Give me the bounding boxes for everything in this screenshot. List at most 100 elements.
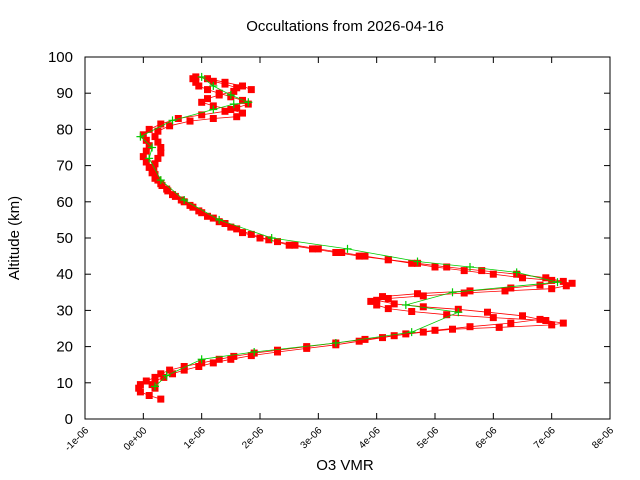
data-point [536, 281, 544, 289]
data-point [145, 154, 154, 163]
data-point [303, 344, 311, 352]
data-point [338, 249, 346, 256]
data-point [221, 80, 229, 88]
data-point [171, 192, 179, 200]
data-point [449, 325, 456, 333]
data-point [227, 223, 235, 231]
data-point [197, 355, 206, 364]
data-point [168, 116, 177, 125]
data-point [150, 165, 158, 173]
data-point [466, 323, 474, 331]
data-point [209, 105, 218, 114]
data-point [484, 308, 491, 316]
data-point [192, 73, 200, 81]
plot-series [135, 72, 576, 403]
data-point [443, 263, 451, 271]
y-axis-label: Altitude (km) [6, 196, 23, 280]
data-point [195, 82, 203, 90]
y-tick-label: 70 [56, 158, 73, 175]
data-point [226, 91, 235, 100]
data-point [151, 377, 159, 385]
data-point [215, 91, 223, 99]
data-point [419, 303, 427, 311]
data-point [154, 127, 162, 135]
data-point [379, 334, 386, 342]
data-point [135, 384, 143, 392]
data-point [331, 338, 340, 347]
data-point [148, 381, 156, 389]
data-point [256, 234, 264, 242]
data-point [145, 125, 153, 133]
y-tick-label: 40 [56, 266, 73, 283]
data-point [145, 142, 153, 150]
data-point [247, 352, 255, 360]
data-point [443, 311, 451, 319]
data-point [198, 209, 206, 217]
data-point [215, 215, 224, 224]
data-point [373, 296, 381, 304]
data-point [192, 78, 200, 86]
data-point [160, 373, 168, 381]
data-point [204, 75, 211, 83]
data-point [373, 301, 381, 309]
data-point [180, 366, 188, 374]
data-point [227, 106, 235, 113]
data-point [568, 279, 576, 287]
y-tick-label: 10 [56, 375, 73, 392]
data-point [361, 335, 369, 343]
data-point [148, 143, 157, 152]
data-point [553, 278, 562, 287]
data-point [419, 292, 427, 300]
data-point [189, 203, 197, 211]
data-point [151, 373, 159, 381]
plot-frame [84, 56, 611, 420]
data-point [478, 267, 486, 275]
data-point [197, 72, 206, 81]
data-point [274, 348, 281, 356]
data-point [408, 259, 416, 267]
data-point [154, 138, 162, 146]
data-point [390, 300, 398, 308]
data-point [314, 245, 322, 253]
data-point [244, 98, 253, 107]
y-tick-label: 50 [56, 230, 73, 247]
data-point [489, 270, 497, 278]
data-point [291, 241, 299, 249]
x-axis-label: O3 VMR [316, 457, 374, 474]
data-point [209, 115, 217, 122]
data-point [204, 212, 211, 220]
data-point [384, 295, 392, 302]
data-point [460, 289, 468, 297]
data-point [512, 268, 521, 277]
data-point [239, 96, 246, 104]
data-point [136, 381, 144, 389]
data-point [209, 77, 217, 85]
data-point [413, 257, 422, 266]
data-point [355, 252, 363, 260]
data-point [507, 319, 515, 327]
data-point [542, 317, 550, 324]
data-point [209, 81, 218, 90]
data-point [536, 315, 544, 323]
data-point [239, 109, 246, 117]
data-point [343, 244, 352, 253]
data-point [166, 122, 174, 130]
data-point [233, 84, 241, 92]
data-point [431, 263, 439, 271]
data-point [519, 312, 526, 320]
data-point [142, 158, 150, 166]
data-point [186, 117, 194, 125]
data-point [367, 297, 375, 305]
data-point [247, 86, 255, 94]
y-tick-label: 90 [56, 85, 73, 102]
y-tick-label: 100 [48, 49, 73, 66]
data-point [154, 154, 162, 162]
data-point [221, 220, 229, 227]
data-point [145, 392, 153, 399]
data-point [156, 176, 165, 185]
data-point [164, 187, 172, 195]
y-tick-label: 30 [56, 302, 73, 319]
data-point [151, 133, 159, 141]
data-point [507, 284, 515, 292]
